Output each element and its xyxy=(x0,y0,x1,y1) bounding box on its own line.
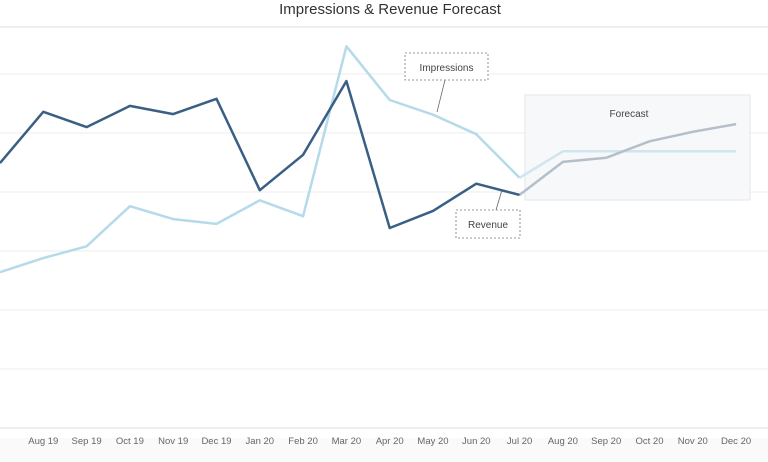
x-tick-label: Jul 20 xyxy=(507,436,532,447)
x-tick-label: Oct 19 xyxy=(116,436,144,447)
revenue-forecast-line xyxy=(518,122,737,196)
x-tick-label: Feb 20 xyxy=(288,436,318,447)
revenue-line xyxy=(0,79,520,230)
forecast-label: Forecast xyxy=(610,109,649,120)
x-tick-label: Sep 20 xyxy=(591,436,621,447)
impressions-line xyxy=(0,45,521,274)
revenue-leader-line xyxy=(495,189,503,211)
x-tick-label: Nov 19 xyxy=(158,436,188,447)
revenue-annotation-box xyxy=(455,209,521,239)
chart-title: Impressions & Revenue Forecast xyxy=(279,1,501,18)
x-tick-label: Jun 20 xyxy=(462,436,491,447)
impressions-leader-line xyxy=(436,79,446,113)
x-tick-label: Jan 20 xyxy=(246,436,275,447)
x-tick-label: Oct 20 xyxy=(636,436,664,447)
forecast-region xyxy=(524,94,751,201)
x-tick-label: Dec 19 xyxy=(201,436,231,447)
axis-background xyxy=(0,438,768,462)
x-tick-label: Apr 20 xyxy=(376,436,404,447)
impressions-annotation-box xyxy=(404,52,489,81)
x-tick-label: Aug 20 xyxy=(548,436,578,447)
x-tick-label: Mar 20 xyxy=(332,436,362,447)
impressions-forecast-line xyxy=(518,150,737,179)
impressions-annotation: Impressions xyxy=(420,63,474,74)
x-tick-label: Aug 19 xyxy=(28,436,58,447)
revenue-annotation: Revenue xyxy=(468,220,508,231)
x-tick-label: Dec 20 xyxy=(721,436,751,447)
x-tick-label: Nov 20 xyxy=(678,436,708,447)
x-tick-label: Sep 19 xyxy=(72,436,102,447)
x-tick-label: May 20 xyxy=(417,436,448,447)
